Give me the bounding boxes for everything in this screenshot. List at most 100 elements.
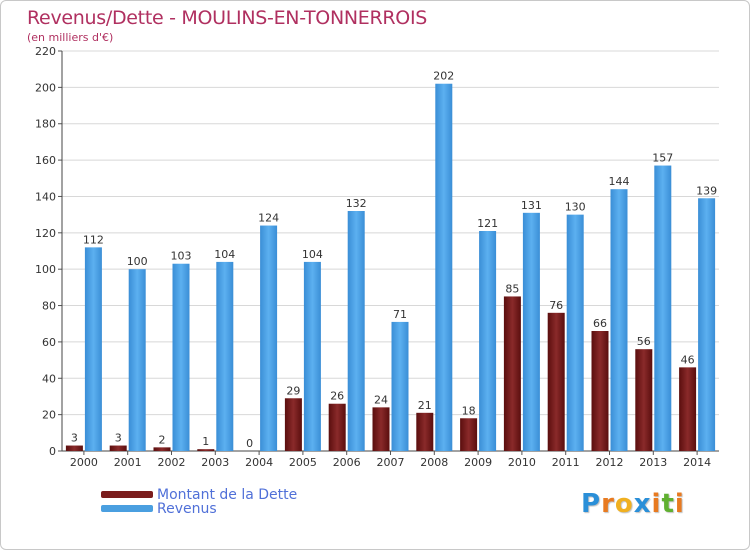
- x-tick-label: 2008: [420, 456, 448, 469]
- bar-revenus: [216, 261, 234, 451]
- data-label-dette: 2: [159, 433, 166, 446]
- data-label-revenus: 100: [127, 255, 148, 268]
- bar-dette: [372, 407, 390, 451]
- x-tick-label: 2006: [333, 456, 361, 469]
- bar-dette: [460, 418, 478, 451]
- bar-revenus: [128, 269, 146, 451]
- data-label-dette: 56: [637, 335, 651, 348]
- data-label-revenus: 144: [609, 175, 630, 188]
- bar-revenus: [172, 263, 190, 451]
- bar-revenus: [479, 231, 497, 451]
- x-tick-label: 2013: [639, 456, 667, 469]
- legend-swatch-dette: [101, 491, 153, 498]
- data-label-dette: 46: [681, 353, 695, 366]
- chart-title: Revenus/Dette - MOULINS-EN-TONNERROIS: [27, 7, 428, 29]
- legend-swatch-revenus: [101, 505, 153, 512]
- x-tick-label: 2007: [377, 456, 405, 469]
- x-tick-label: 2011: [552, 456, 580, 469]
- y-tick-label: 140: [35, 190, 56, 203]
- data-label-dette: 85: [505, 282, 519, 295]
- data-label-revenus: 71: [393, 308, 407, 321]
- bar-dette: [416, 412, 434, 451]
- x-tick-label: 2005: [289, 456, 317, 469]
- data-label-dette: 18: [462, 404, 476, 417]
- logo-letter: t: [661, 489, 675, 519]
- logo-letter: x: [633, 489, 652, 519]
- x-tick-label: 2001: [114, 456, 142, 469]
- y-tick-label: 220: [35, 45, 56, 58]
- bar-dette: [284, 398, 302, 451]
- data-label-revenus: 130: [565, 201, 586, 214]
- bar-dette: [328, 403, 346, 451]
- y-tick-label: 200: [35, 81, 56, 94]
- bar-dette: [591, 331, 609, 451]
- bar-revenus: [260, 225, 278, 451]
- x-tick-label: 2003: [201, 456, 229, 469]
- y-tick-label: 40: [42, 372, 56, 385]
- legend-label-dette: Montant de la Dette: [157, 487, 298, 503]
- x-tick-label: 2010: [508, 456, 536, 469]
- y-tick-label: 160: [35, 154, 56, 167]
- bar-revenus: [347, 211, 365, 451]
- data-label-dette: 66: [593, 317, 607, 330]
- data-label-revenus: 131: [521, 199, 542, 212]
- x-tick-label: 2002: [158, 456, 186, 469]
- bar-revenus: [566, 214, 584, 451]
- x-tick-label: 2000: [70, 456, 98, 469]
- logo-letter: P: [581, 489, 602, 519]
- data-label-dette: 3: [71, 432, 78, 445]
- data-label-revenus: 112: [83, 233, 104, 246]
- bar-revenus: [84, 247, 102, 451]
- bar-revenus: [522, 212, 540, 451]
- y-tick-label: 20: [42, 409, 56, 422]
- data-label-revenus: 124: [258, 212, 279, 225]
- data-label-dette: 24: [374, 393, 388, 406]
- x-tick-label: 2014: [683, 456, 711, 469]
- bar-dette: [679, 367, 697, 451]
- data-label-revenus: 202: [433, 70, 454, 83]
- data-label-revenus: 104: [214, 248, 235, 261]
- y-tick-label: 60: [42, 336, 56, 349]
- data-label-dette: 29: [286, 384, 300, 397]
- data-label-dette: 3: [115, 432, 122, 445]
- logo-letter: i: [674, 489, 685, 519]
- data-label-revenus: 157: [652, 152, 673, 165]
- legend-label-revenus: Revenus: [157, 501, 217, 517]
- bar-dette: [153, 447, 171, 451]
- bar-dette: [109, 445, 127, 451]
- bar-revenus: [303, 261, 321, 451]
- x-tick-label: 2009: [464, 456, 492, 469]
- data-label-revenus: 139: [696, 184, 717, 197]
- x-tick-label: 2012: [596, 456, 624, 469]
- bar-revenus: [698, 198, 716, 451]
- bar-revenus: [654, 165, 672, 451]
- data-label-dette: 0: [246, 437, 253, 450]
- data-label-dette: 21: [418, 399, 432, 412]
- logo-letter: o: [614, 489, 634, 519]
- bar-dette: [635, 349, 653, 451]
- proxiti-logo: Proxiti: [581, 489, 685, 519]
- data-label-dette: 26: [330, 390, 344, 403]
- bar-dette: [547, 312, 565, 451]
- data-label-revenus: 132: [346, 197, 367, 210]
- data-label-revenus: 104: [302, 248, 323, 261]
- data-label-dette: 1: [202, 435, 209, 448]
- data-label-revenus: 121: [477, 217, 498, 230]
- y-tick-label: 0: [49, 445, 56, 458]
- y-tick-label: 100: [35, 263, 56, 276]
- y-tick-label: 80: [42, 300, 56, 313]
- bar-dette: [197, 449, 215, 451]
- data-label-dette: 76: [549, 299, 563, 312]
- bar-dette: [65, 445, 83, 451]
- logo-letter: r: [601, 489, 615, 519]
- data-label-revenus: 103: [171, 250, 192, 263]
- y-tick-label: 180: [35, 118, 56, 131]
- logo-letter: i: [651, 489, 662, 519]
- y-tick-label: 120: [35, 227, 56, 240]
- bar-dette: [503, 296, 521, 451]
- x-tick-label: 2004: [245, 456, 273, 469]
- bar-revenus: [435, 83, 453, 452]
- bar-revenus: [610, 189, 628, 451]
